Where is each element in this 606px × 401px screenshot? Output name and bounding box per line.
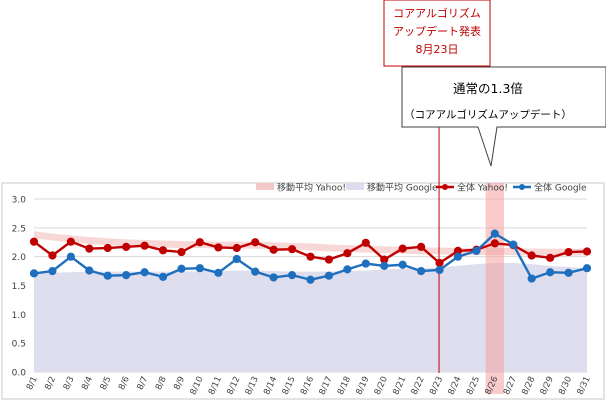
legend-label: 移動平均 Google [367,182,438,194]
google-total-point [509,240,518,249]
y-tick-label: 0.0 [12,369,27,379]
event-callout-line2: アップデート発表 [393,24,481,38]
legend-label: 移動平均 Yahoo! [277,182,346,194]
google-total-point [490,229,499,238]
yahoo-total-point [435,258,444,268]
ratio-callout: 通常の1.3倍 （コアアルゴリズムアップデート） [401,66,606,167]
google-total-point [417,266,426,276]
yahoo-total-point [29,237,39,246]
yahoo-total-point [490,239,499,248]
google-total-point [85,266,94,275]
yahoo-total-point [195,238,204,247]
google-total-point [214,268,223,277]
yahoo-total-point [324,255,334,264]
yahoo-total-point [177,247,186,257]
yahoo-total-point [232,243,241,253]
google-total-point [269,273,278,282]
legend: 移動平均 Yahoo! 移動平均 Google 全体 Yahoo! 全体 Google [256,182,587,194]
google-total-point [435,265,444,275]
yahoo-total-point [417,242,426,251]
google-total-point [343,265,352,274]
yahoo-total-point [306,252,315,261]
yahoo-total-point [582,247,592,256]
yahoo-total-point [158,246,168,255]
event-callout-line3: 8月23日 [416,43,459,56]
google-total-point [195,264,204,273]
y-tick-label: 1.5 [12,282,26,292]
google-total-point [29,269,39,278]
event-callout: コアアルゴリズム アップデート発表 8月23日 [383,0,491,67]
y-tick-label: 1.0 [12,311,27,321]
moving-average-google-area [34,263,587,372]
legend-label: 全体 Yahoo! [457,182,508,194]
legend-swatch-point [519,184,525,190]
google-total-point [472,246,481,255]
yahoo-total-point [140,241,149,250]
google-total-point [251,267,260,276]
yahoo-total-point [269,245,278,254]
google-total-point [140,268,149,277]
google-total-point [546,268,555,277]
yahoo-total-point [122,242,131,251]
google-total-point [66,252,75,261]
legend-swatch [256,183,274,190]
google-total-point [48,266,57,276]
yahoo-total-point [287,245,297,254]
google-total-point [380,261,389,270]
area-layer [34,231,587,372]
google-total-point [122,271,131,280]
google-total-point [232,254,241,264]
yahoo-total-point [85,244,94,253]
legend-swatch [346,183,364,190]
yahoo-total-point [214,243,223,252]
google-total-point [324,271,334,280]
google-total-point [177,264,186,273]
google-total-point [453,252,463,261]
yahoo-total-point [66,237,75,246]
yahoo-total-point [546,253,555,262]
google-total-point [287,271,297,280]
highlight-band [485,183,505,394]
yahoo-total-point [398,244,407,253]
yahoo-total-point [251,238,260,247]
google-total-point [564,268,573,277]
moving-average-yahoo-area [34,231,587,256]
google-total-point [306,275,315,284]
yahoo-total-point [527,251,536,260]
ratio-callout-shape [401,66,606,167]
google-total-point [527,274,536,283]
legend-label: 全体 Google [534,182,587,194]
event-callout-box [383,0,491,67]
yahoo-total-point [564,247,573,257]
google-total-point [361,259,370,268]
event-callout-line1: コアアルゴリズム [393,6,481,20]
yahoo-total-point [361,238,370,247]
yahoo-total-point [48,251,57,260]
highlight-layer [485,183,505,394]
ratio-callout-title: 通常の1.3倍 [453,81,523,96]
google-total-point [158,272,168,281]
yahoo-total-point [103,243,112,253]
legend-swatch-point [442,184,448,190]
google-total-point [103,271,112,280]
y-tick-label: 2.0 [12,253,27,263]
y-tick-label: 2.5 [12,224,26,234]
google-total-point [582,264,592,273]
ratio-callout-subtitle: （コアアルゴリズムアップデート） [404,108,572,121]
y-tick-label: 0.5 [12,340,26,350]
google-total-point [398,260,407,269]
y-tick-label: 3.0 [12,196,27,206]
yahoo-total-point [343,249,352,258]
